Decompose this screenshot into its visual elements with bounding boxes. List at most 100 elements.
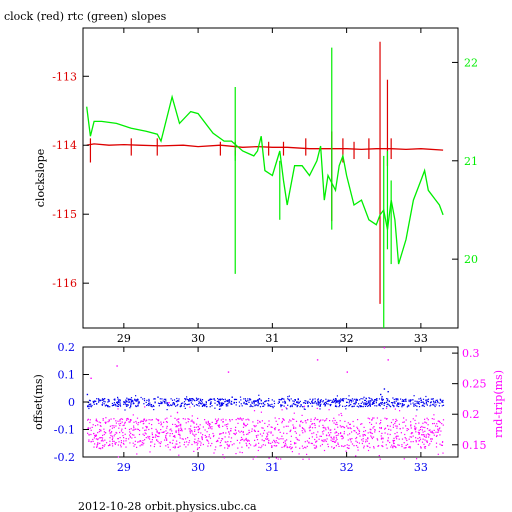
roundtrip-point: [431, 438, 433, 440]
roundtrip-point: [424, 421, 426, 424]
roundtrip-point: [395, 418, 397, 420]
roundtrip-point: [90, 377, 92, 379]
offset-point: [284, 400, 286, 402]
roundtrip-point: [389, 433, 391, 436]
roundtrip-point: [142, 433, 144, 435]
roundtrip-point: [380, 438, 382, 440]
offset-point: [137, 401, 139, 403]
offset-point: [286, 408, 288, 410]
roundtrip-point: [305, 447, 307, 449]
roundtrip-point: [235, 432, 237, 434]
offset-point: [111, 405, 113, 407]
roundtrip-point: [241, 452, 243, 454]
roundtrip-point: [136, 422, 138, 424]
offset-point: [135, 405, 137, 407]
roundtrip-point: [426, 440, 428, 442]
offset-point: [117, 405, 119, 407]
roundtrip-point: [174, 417, 176, 419]
roundtrip-point: [166, 427, 168, 429]
offset-point: [380, 402, 382, 404]
roundtrip-point: [369, 446, 371, 449]
roundtrip-point: [276, 445, 278, 447]
offset-point: [238, 405, 241, 407]
roundtrip-point: [282, 418, 284, 420]
roundtrip-point: [340, 412, 342, 415]
offset-point: [349, 399, 351, 402]
roundtrip-point: [340, 435, 342, 437]
roundtrip-point: [254, 430, 256, 432]
roundtrip-point: [131, 437, 133, 439]
offset-point: [148, 398, 150, 400]
offset-point: [369, 400, 371, 402]
roundtrip-point: [403, 417, 405, 419]
roundtrip-point: [179, 442, 181, 444]
offset-point: [255, 404, 257, 406]
offset-point: [330, 403, 332, 406]
roundtrip-point: [330, 432, 332, 434]
roundtrip-point: [237, 422, 239, 424]
roundtrip-point: [271, 426, 273, 428]
roundtrip-point: [367, 437, 369, 439]
offset-point: [395, 398, 398, 400]
roundtrip-point: [138, 433, 141, 436]
roundtrip-point: [370, 423, 373, 425]
roundtrip-point: [347, 427, 349, 429]
roundtrip-point: [402, 427, 404, 429]
roundtrip-point: [134, 436, 136, 438]
offset-point: [119, 399, 121, 401]
roundtrip-point: [103, 431, 105, 433]
roundtrip-point: [354, 430, 356, 432]
offset-point: [292, 400, 294, 402]
roundtrip-point: [243, 422, 245, 424]
offset-point: [98, 400, 100, 402]
roundtrip-point: [245, 419, 247, 421]
offset-point: [172, 403, 174, 405]
roundtrip-point: [284, 442, 287, 444]
offset-point: [438, 405, 440, 407]
roundtrip-point: [367, 445, 369, 447]
offset-point: [360, 405, 362, 407]
roundtrip-point: [202, 426, 204, 428]
roundtrip-point: [173, 435, 175, 438]
offset-point: [301, 406, 304, 408]
roundtrip-point: [381, 437, 383, 439]
roundtrip-point: [113, 425, 115, 427]
offset-point: [423, 402, 425, 404]
roundtrip-point: [313, 444, 315, 446]
offset-point: [374, 399, 376, 401]
roundtrip-point: [276, 441, 278, 444]
offset-point: [402, 399, 404, 401]
offset-point: [310, 402, 312, 405]
roundtrip-point: [357, 446, 359, 448]
offset-point: [197, 399, 199, 401]
roundtrip-point: [277, 429, 280, 431]
roundtrip-point: [267, 425, 269, 428]
roundtrip-point: [215, 422, 218, 425]
roundtrip-point: [311, 442, 313, 445]
offset-point: [390, 402, 393, 404]
roundtrip-point: [255, 435, 257, 437]
roundtrip-point: [96, 446, 98, 448]
roundtrip-point: [217, 424, 219, 427]
roundtrip-point: [240, 439, 242, 441]
offset-point: [397, 402, 399, 404]
roundtrip-point: [326, 418, 328, 420]
offset-point: [273, 400, 275, 402]
roundtrip-point: [242, 438, 244, 440]
roundtrip-point: [165, 433, 168, 435]
roundtrip-point: [424, 426, 426, 429]
roundtrip-point: [258, 442, 260, 444]
roundtrip-point: [311, 427, 314, 429]
offset-point: [401, 404, 403, 406]
roundtrip-point: [382, 445, 384, 448]
offset-point: [295, 404, 297, 406]
roundtrip-point: [325, 427, 327, 429]
offset-point: [180, 405, 182, 407]
roundtrip-point: [387, 359, 389, 361]
roundtrip-point: [100, 440, 102, 442]
roundtrip-point: [102, 440, 104, 442]
roundtrip-point: [271, 446, 273, 448]
offset-point: [367, 405, 369, 407]
offset-point: [231, 400, 233, 402]
roundtrip-point: [177, 433, 180, 435]
